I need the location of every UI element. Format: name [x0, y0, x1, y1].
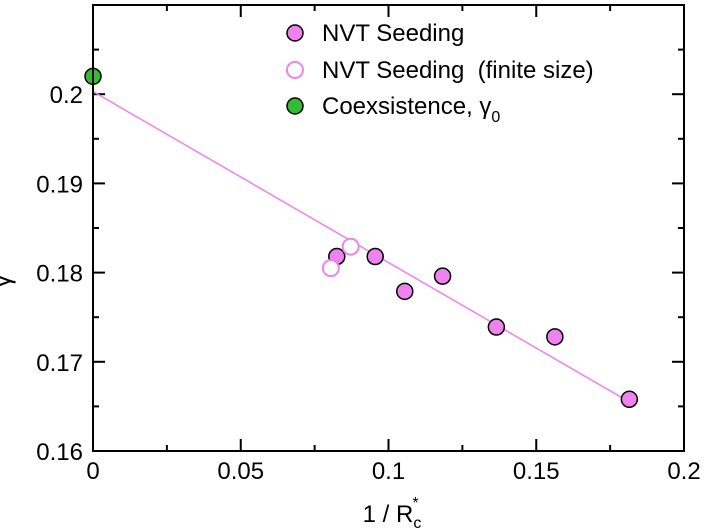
data-point-nvt-seeding: [487, 318, 506, 336]
legend-marker-nvt-seeding: [286, 24, 304, 42]
data-point-nvt-seeding: [396, 282, 414, 301]
y-tick-label: 0.16: [36, 439, 83, 466]
fit-line-layer: [92, 90, 630, 403]
data-point-finite-size: [341, 237, 360, 256]
data-point-nvt-seeding: [366, 247, 384, 266]
x-tick-label: 0.15: [513, 458, 560, 485]
y-axis-label-main: γ: [0, 275, 16, 288]
data-point-nvt-seeding: [620, 390, 639, 409]
x-tick-label: 0.2: [667, 458, 700, 485]
data-points-layer: [84, 67, 639, 409]
x-tick-label: 0.1: [372, 458, 405, 485]
x-axis-label: 1 / Rc *: [363, 495, 422, 532]
legend-label-coexistence-sub: 0: [491, 109, 500, 126]
y-tick-label: 0.17: [36, 350, 83, 377]
x-tick-label: 0.05: [217, 458, 264, 485]
legend-marker-nvt-seeding-finite: [286, 61, 304, 79]
plot-frame: [92, 4, 685, 452]
data-point-finite-size: [321, 259, 340, 278]
data-point-nvt-seeding: [433, 267, 452, 285]
legend-label-coexistence-main: Coexsistence, γ: [322, 93, 491, 120]
y-axis-label: γ*: [0, 268, 16, 287]
y-tick-label: 0.18: [36, 261, 83, 288]
y-tick-label: 0.19: [36, 171, 83, 198]
x-axis-label-main: 1 / R: [363, 501, 414, 528]
fit-line: [92, 90, 630, 403]
legend-marker-coexistence: [286, 97, 304, 115]
legend: NVT Seeding NVT Seeding (finite size) Co…: [286, 20, 594, 126]
y-tick-label: 0.2: [50, 82, 83, 109]
y-axis-label-sup: *: [0, 268, 2, 274]
legend-label-nvt-seeding-finite: NVT Seeding (finite size): [322, 57, 594, 84]
x-axis-label-sub: c: [413, 515, 421, 532]
legend-label-nvt-seeding: NVT Seeding: [322, 20, 464, 47]
tick-label-layer: 0 0.05 0.1 0.15 0.2 0.16 0.17 0.18 0.19 0.2: [36, 82, 700, 485]
x-tick-label: 0: [86, 458, 99, 485]
x-axis-label-sup: *: [412, 495, 418, 512]
legend-label-coexistence: Coexsistence, γ0: [322, 93, 500, 126]
data-point-nvt-seeding: [546, 328, 564, 346]
